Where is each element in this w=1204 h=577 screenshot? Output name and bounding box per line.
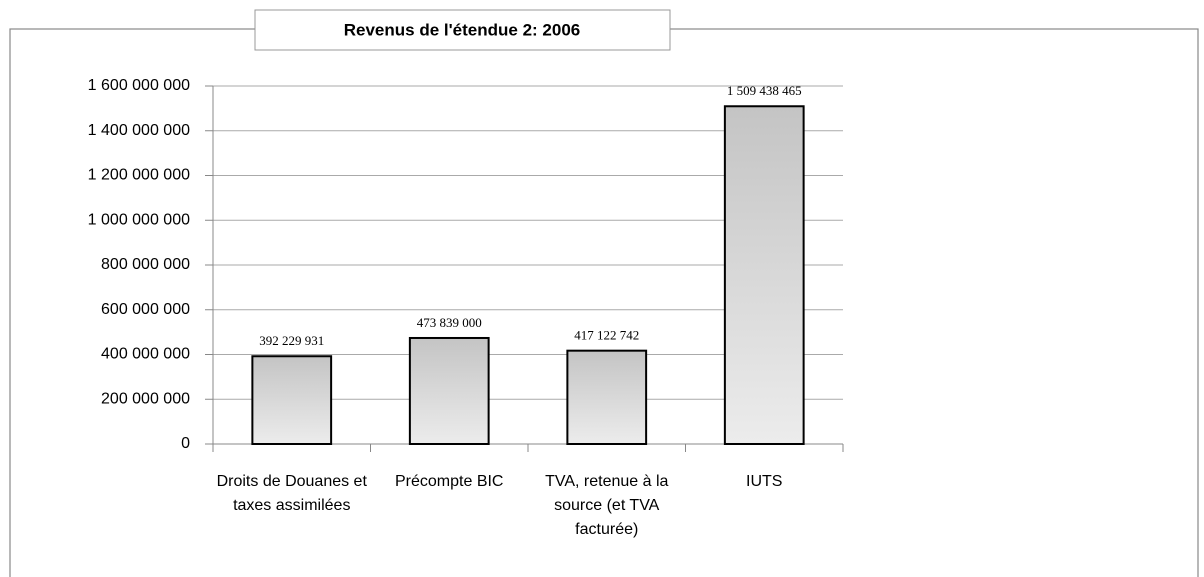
bar [408, 336, 490, 445]
bar [251, 355, 333, 445]
chart-title: Revenus de l'étendue 2: 2006 [344, 20, 580, 39]
x-tick-label: IUTS [746, 473, 783, 490]
x-tick-label: Droits de Douanes et taxes assimilées [216, 473, 367, 514]
y-tick-label: 400 000 000 [101, 346, 190, 363]
bar [566, 349, 648, 446]
y-tick-label: 600 000 000 [101, 301, 190, 318]
x-tick-label: Précompte BIC [395, 473, 504, 490]
y-tick-label: 800 000 000 [101, 256, 190, 273]
title-box [254, 9, 671, 51]
y-tick-label: 1 400 000 000 [88, 122, 190, 139]
y-tick-label: 1 600 000 000 [88, 77, 190, 94]
y-tick-label: 0 [181, 435, 190, 452]
x-tick-label: TVA, retenue à la source (et TVA facturé… [545, 473, 669, 538]
y-tick-label: 200 000 000 [101, 390, 190, 407]
data-label: 392 229 931 [259, 333, 324, 348]
data-label: 473 839 000 [417, 315, 482, 330]
y-tick-label: 1 000 000 000 [88, 211, 190, 228]
data-label: 417 122 742 [574, 328, 639, 343]
bar [723, 105, 805, 445]
data-label: 1 509 438 465 [727, 83, 802, 98]
y-tick-label: 1 200 000 000 [88, 167, 190, 184]
